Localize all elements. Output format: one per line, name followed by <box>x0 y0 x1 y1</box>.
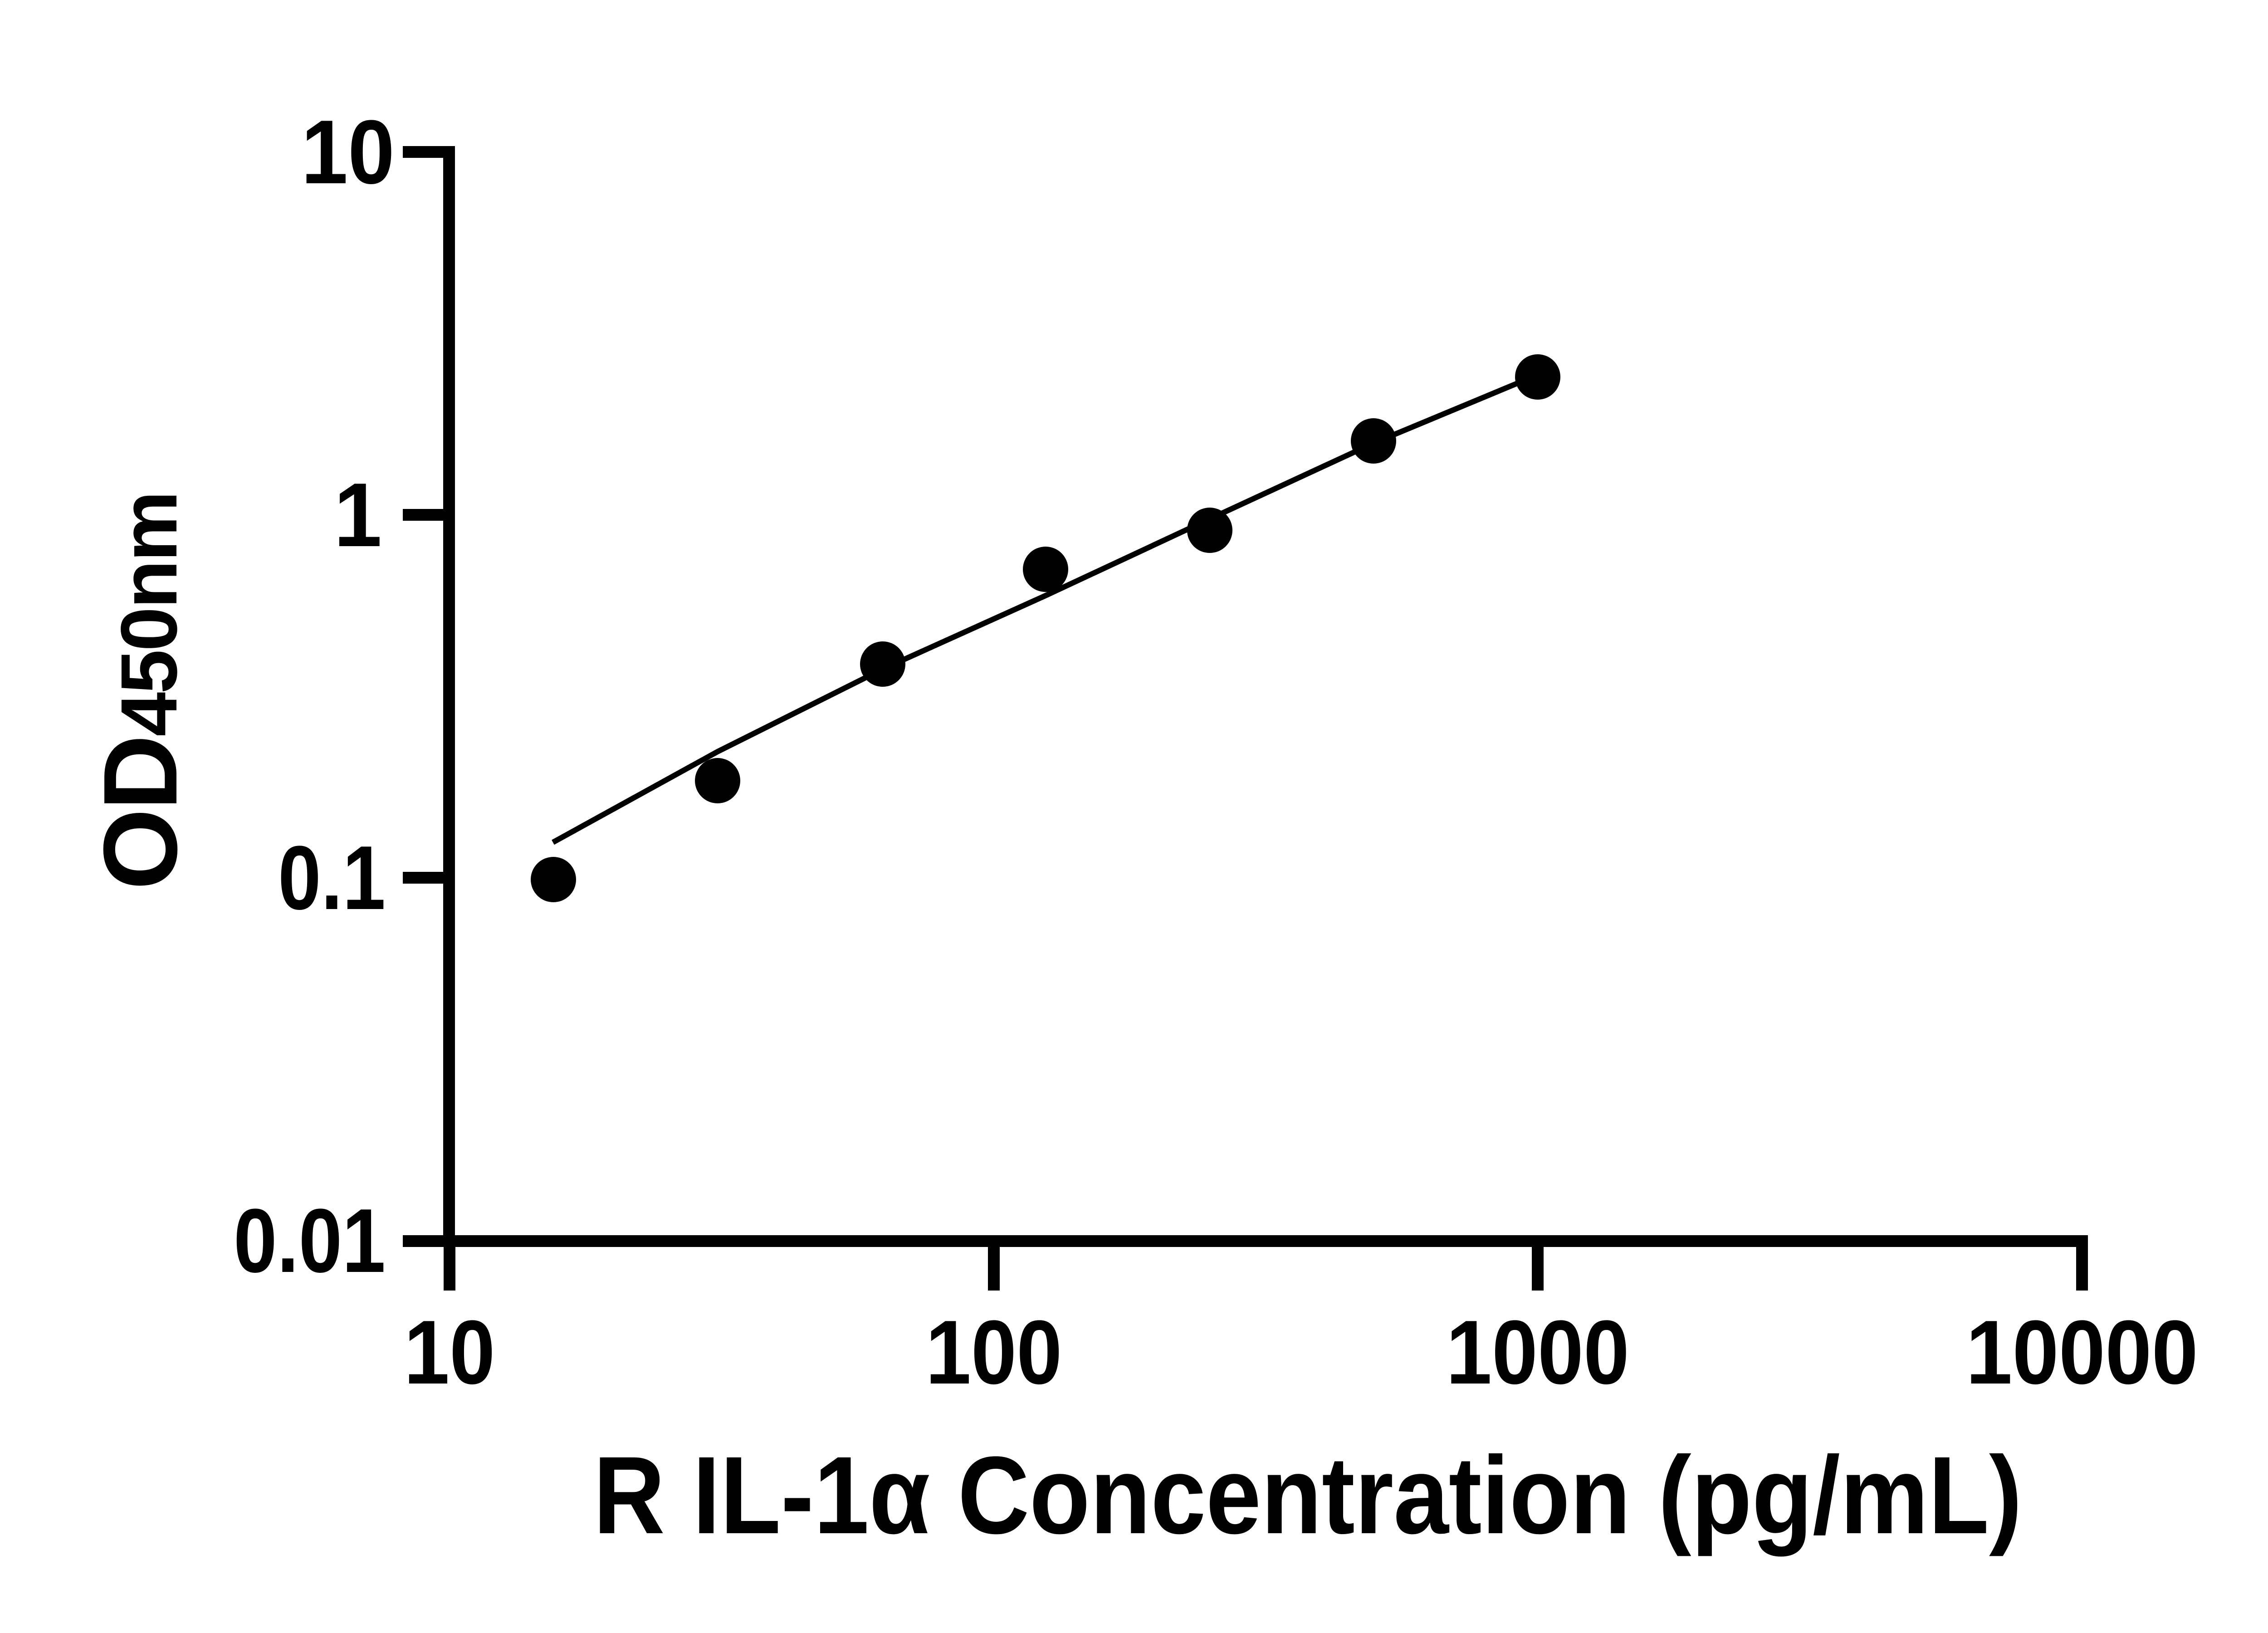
svg-text:10: 10 <box>301 102 395 203</box>
svg-text:1000: 1000 <box>1446 1302 1629 1403</box>
svg-text:1: 1 <box>334 464 382 566</box>
svg-text:10000: 10000 <box>1966 1302 2198 1403</box>
svg-text:10: 10 <box>404 1302 495 1403</box>
svg-text:0.1: 0.1 <box>278 827 386 929</box>
svg-text:OD450nm: OD450nm <box>82 493 199 890</box>
svg-text:0.01: 0.01 <box>234 1190 386 1291</box>
svg-text:R IL-1α Concentration (pg/mL): R IL-1α Concentration (pg/mL) <box>593 1434 2022 1557</box>
svg-text:100: 100 <box>926 1302 1062 1403</box>
